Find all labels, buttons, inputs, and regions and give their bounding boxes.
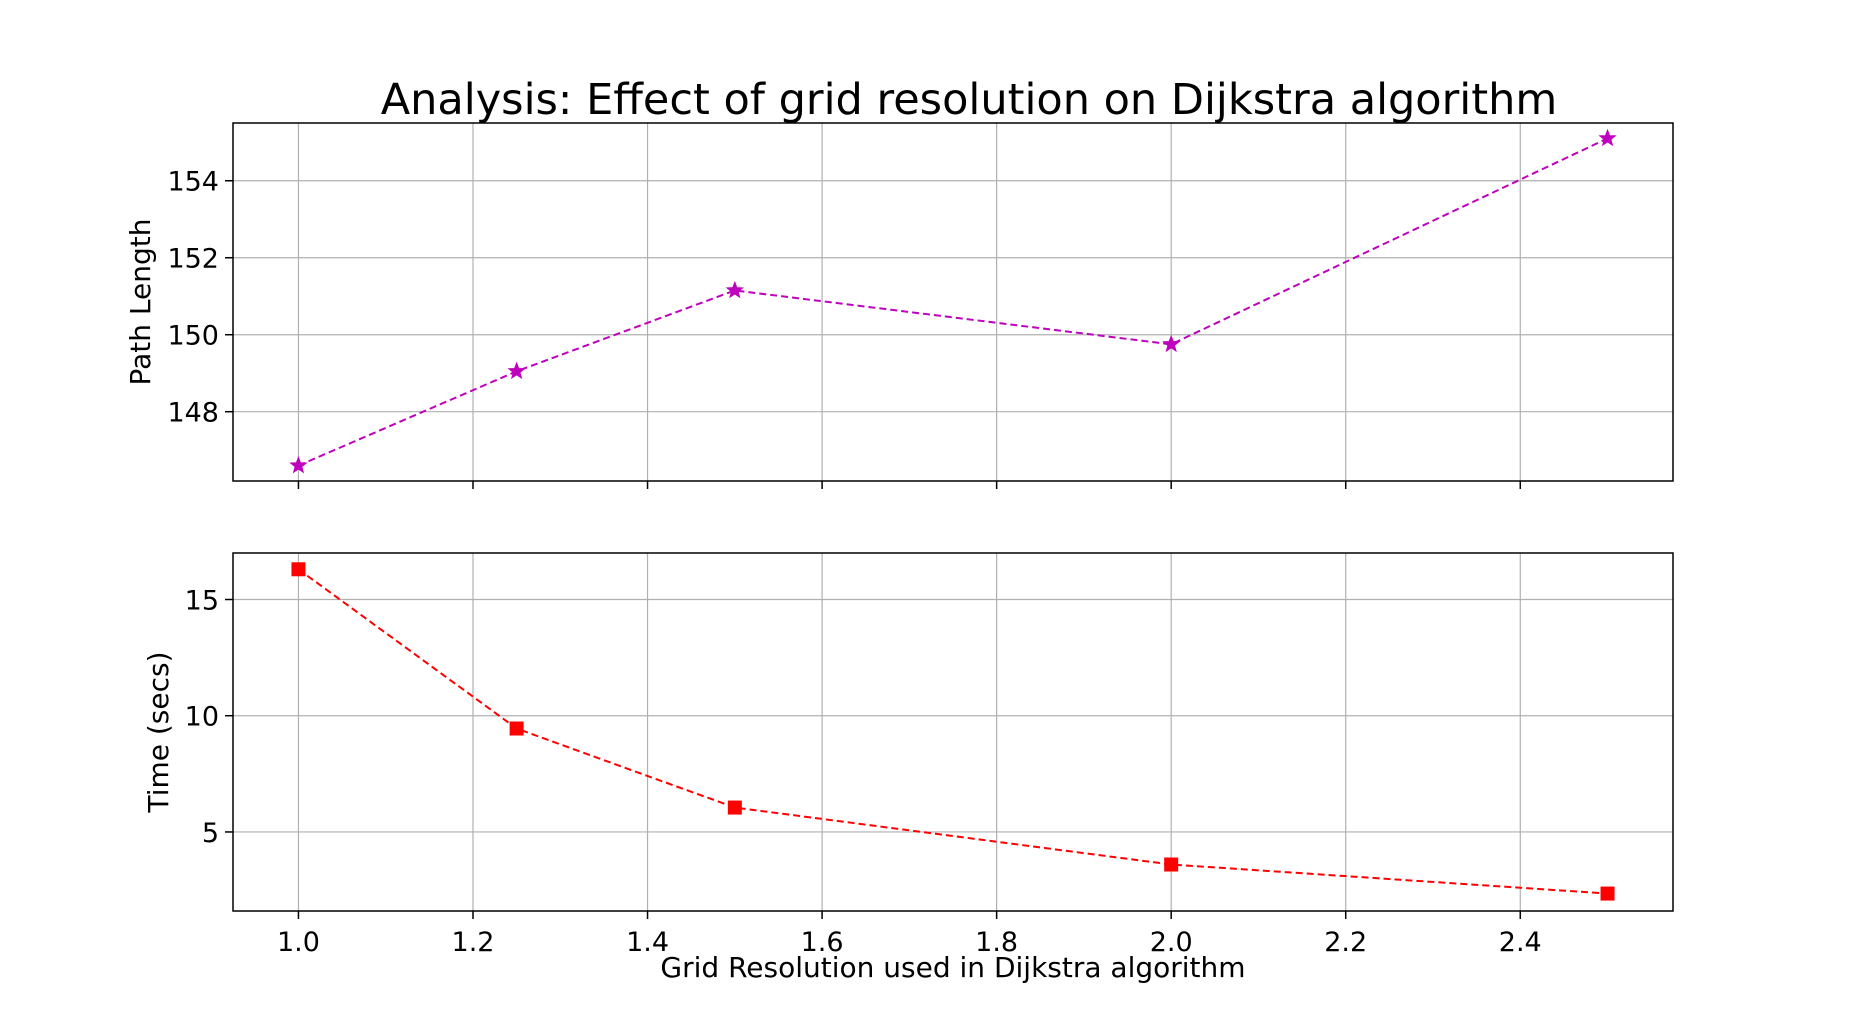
path-length-y-axis-label: Path Length [124,219,157,386]
time-y-tick-label-2: 15 [185,585,219,616]
time-y-axis-label: Time (secs) [142,651,175,813]
path-length-marker-3 [1162,334,1181,353]
time-x-tick-label-1: 1.2 [452,927,495,958]
time-x-tick-label-0: 1.0 [277,927,320,958]
path-length-panel: 148 150 152 154 Path Length [124,122,1674,489]
time-x-tick-label-5: 2.0 [1150,927,1193,958]
path-length-marker-4 [1598,128,1617,147]
time-x-tick-label-7: 2.4 [1499,927,1542,958]
path-length-marker-2 [725,280,744,299]
time-x-tick-label-6: 2.2 [1324,927,1367,958]
path-length-y-tick-label-2: 152 [167,244,219,275]
path-length-series-line [298,137,1608,467]
time-x-tick-label-3: 1.6 [801,927,844,958]
time-marker-2 [727,800,742,815]
path-length-y-tick-label-3: 154 [167,167,219,198]
path-length-marker-0 [289,455,308,474]
path-length-plot-frame [232,122,1674,482]
time-y-tick-label-0: 5 [202,818,219,849]
time-y-tick-label-1: 10 [185,702,219,733]
x-axis-label: Grid Resolution used in Dijkstra algorit… [660,951,1245,984]
path-length-y-tick-label-0: 148 [167,398,219,429]
path-length-y-tick-label-1: 150 [167,321,219,352]
time-series-line [297,568,1608,895]
time-marker-4 [1600,886,1615,901]
time-plot-frame [232,552,1674,912]
time-x-tick-label-2: 1.4 [626,927,669,958]
time-x-tick-label-4: 1.8 [975,927,1018,958]
time-panel: 1.0 1.2 1.4 1.6 1.8 2.0 2.2 2.4 5 10 15 Time (secs) [142,552,1674,958]
path-length-marker-1 [507,361,526,380]
chart-title: Analysis: Effect of grid resolution on D… [381,75,1558,125]
time-marker-0 [291,562,306,577]
time-marker-3 [1164,857,1179,872]
time-marker-1 [509,721,524,736]
